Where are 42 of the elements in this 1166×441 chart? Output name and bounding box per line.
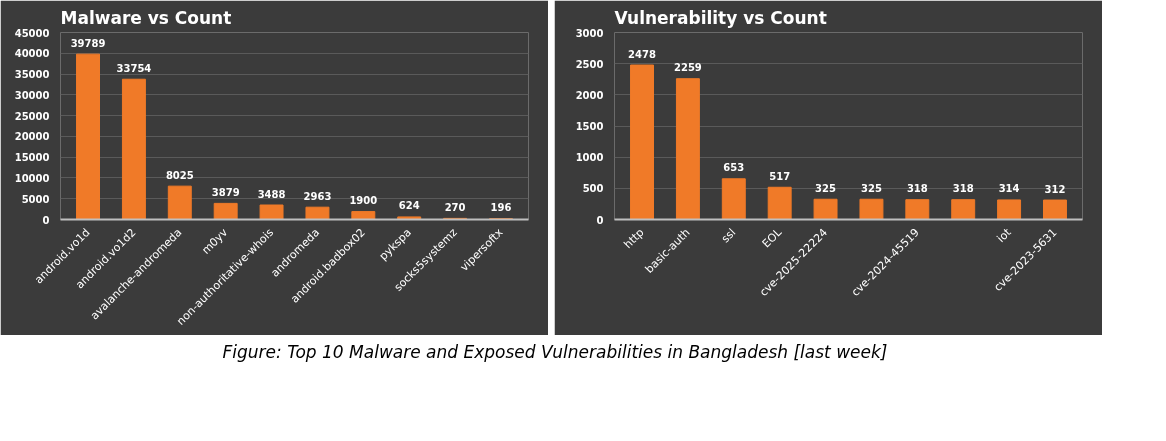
chart-title: Malware vs Count (60, 7, 232, 28)
y-tick-label: 10000 (14, 172, 50, 184)
data-label: 624 (398, 200, 420, 212)
y-tick-label: 2000 (575, 89, 604, 101)
data-label: 3879 (211, 186, 240, 198)
y-tick-label: 15000 (14, 152, 50, 164)
y-tick-label: 1000 (575, 152, 604, 164)
data-label: 318 (952, 183, 974, 195)
y-tick-label: 3000 (575, 27, 604, 39)
data-label: 325 (815, 182, 837, 194)
y-tick-label: 1500 (575, 121, 604, 132)
data-label: 3488 (257, 188, 286, 200)
data-label: 653 (723, 162, 745, 174)
y-tick-label: 0 (596, 214, 604, 226)
x-tick-label: http (621, 225, 647, 252)
data-label: 33754 (116, 62, 152, 74)
y-tick-label: 2500 (575, 58, 604, 70)
data-label: 196 (490, 202, 512, 214)
data-label: 2478 (628, 48, 656, 60)
data-label: 39789 (70, 37, 106, 49)
y-tick-label: 20000 (14, 131, 50, 143)
data-label: 314 (998, 183, 1020, 195)
text: Figure: Top 10 Malware and Exposed Vulnerabilities in Bangladesh [last week] (222, 341, 888, 364)
y-tick-label: 35000 (14, 69, 50, 81)
y-tick-label: 5000 (21, 193, 50, 205)
data-label: 8025 (165, 169, 194, 181)
data-label: 318 (906, 183, 928, 195)
data-label: 1900 (349, 195, 378, 207)
data-label: 517 (769, 170, 791, 182)
data-label: 2259 (674, 62, 702, 74)
chart-title: Vulnerability vs Count (614, 7, 827, 28)
x-tick-label: ssl (718, 225, 739, 246)
y-tick-label: 25000 (14, 110, 50, 122)
y-tick-label: 40000 (14, 48, 50, 60)
y-tick-label: 45000 (14, 27, 50, 39)
data-label: 2963 (303, 190, 332, 202)
data-label: 270 (444, 201, 466, 213)
data-label: 312 (1044, 183, 1066, 195)
y-tick-label: 500 (582, 183, 604, 195)
data-label: 325 (861, 182, 882, 194)
y-tick-label: 0 (42, 214, 50, 226)
y-tick-label: 30000 (14, 89, 50, 101)
